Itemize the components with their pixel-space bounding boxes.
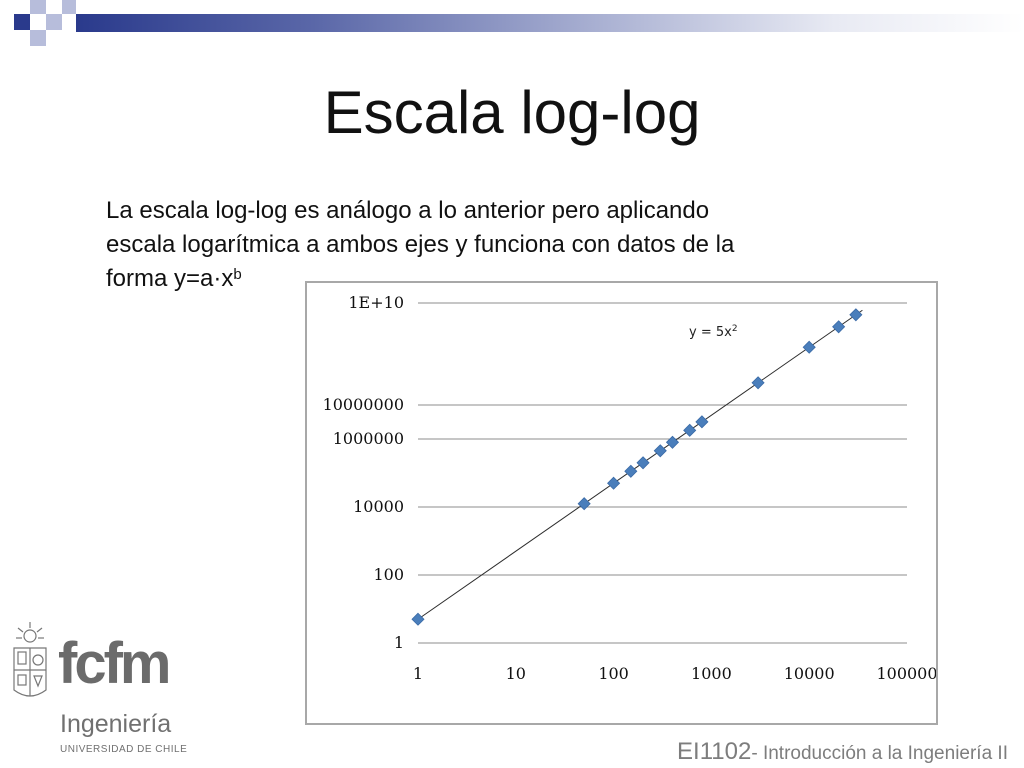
x-tick-label: 10 xyxy=(506,664,526,683)
body-line-text: forma y=a·x xyxy=(106,265,234,292)
data-point xyxy=(802,340,816,354)
data-point xyxy=(665,435,680,449)
university-crest-icon xyxy=(13,622,47,697)
body-line: forma y=a·xb xyxy=(106,262,886,296)
x-tick-label: 10000 xyxy=(784,664,835,683)
data-point xyxy=(683,423,697,437)
trendline-equation: y = 5x2 xyxy=(689,324,738,340)
slide-body: La escala log-log es análogo a lo anteri… xyxy=(106,194,886,296)
y-tick-label: 10000 xyxy=(353,497,404,516)
data-point xyxy=(695,415,709,429)
course-code: EI1102 xyxy=(677,738,752,765)
loglog-chart: 1 100 10000 1000000 10000000 1E+10 1 10 100 1000 1… xyxy=(305,281,938,725)
y-tick-label: 1 xyxy=(394,633,404,652)
decor-square xyxy=(30,0,46,14)
header-decoration xyxy=(0,0,1024,46)
y-tick-label: 1000000 xyxy=(333,429,404,448)
body-line: La escala log-log es análogo a lo anteri… xyxy=(106,197,710,224)
data-point xyxy=(624,464,638,478)
chart-canvas: 1 100 10000 1000000 10000000 1E+10 1 10 100 1000 1… xyxy=(323,293,936,683)
y-tick-label: 1E+10 xyxy=(348,293,404,312)
equation-exponent: 2 xyxy=(732,324,738,334)
exponent: b xyxy=(233,266,242,283)
data-point xyxy=(607,476,621,490)
slide-title: Escala log-log xyxy=(323,79,701,146)
logo-line1: Ingeniería xyxy=(60,710,172,738)
data-point xyxy=(577,497,591,511)
body-line: escala logarítmica a ambos ejes y funcio… xyxy=(106,231,735,258)
data-point xyxy=(751,376,765,390)
data-point xyxy=(832,320,846,334)
logo-line2: UNIVERSIDAD DE CHILE xyxy=(60,744,188,755)
x-tick-label: 1 xyxy=(413,664,423,683)
x-tick-label: 100 xyxy=(598,664,629,683)
course-name: - Introducción a la Ingeniería II xyxy=(751,743,1008,764)
logo-brand: fcfm xyxy=(58,631,171,696)
decor-square xyxy=(30,30,46,46)
y-tick-label: 10000000 xyxy=(323,395,404,414)
header-gradient-bar xyxy=(76,14,1024,32)
course-footer: EI1102- Introducción a la Ingeniería II xyxy=(677,738,1008,766)
data-point xyxy=(849,308,863,322)
data-point xyxy=(411,612,425,626)
decor-square xyxy=(46,14,62,30)
y-tick-label: 100 xyxy=(373,565,404,584)
x-tick-label: 1000 xyxy=(691,664,732,683)
data-point xyxy=(636,456,650,470)
x-tick-label: 100000 xyxy=(876,664,936,683)
decor-square xyxy=(62,0,76,14)
decor-square xyxy=(14,14,30,30)
data-point xyxy=(653,444,667,458)
